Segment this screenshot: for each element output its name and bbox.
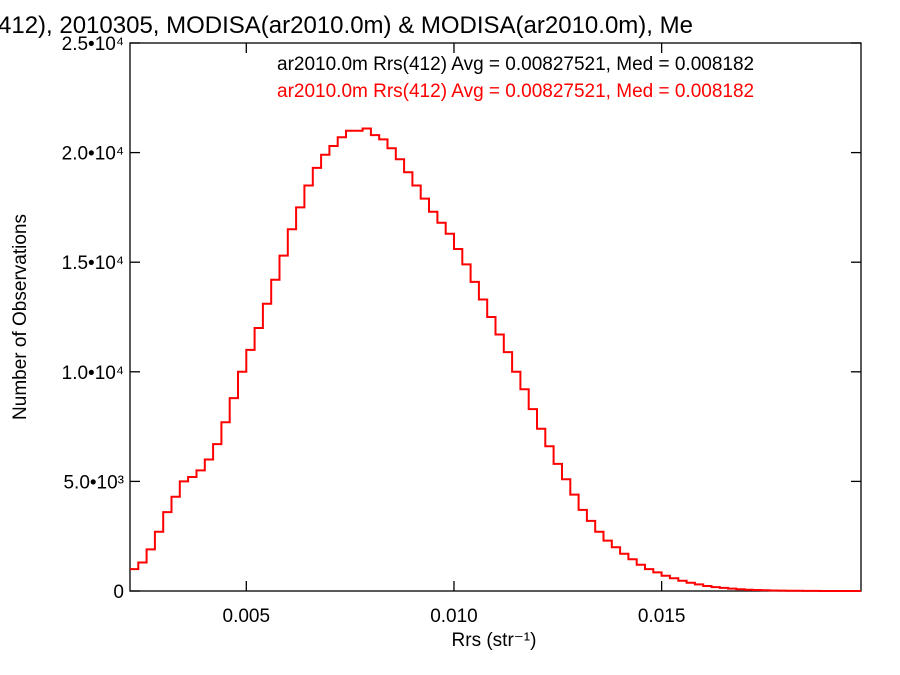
chart-title: (412), 2010305, MODISA(ar2010.0m) & MODI… xyxy=(0,12,693,39)
y-tick-label: 1.0•10⁴ xyxy=(62,363,124,384)
plot-frame xyxy=(129,42,862,592)
legend-entry-black: ar2010.0m Rrs(412) Avg = 0.00827521, Med… xyxy=(277,54,754,75)
y-axis-ticks: 0 5.0•10³ 1.0•10⁴ 1.5•10⁴ 2.0•10⁴ 2.5•10⁴ xyxy=(62,34,861,603)
histogram-series-line xyxy=(130,127,861,592)
y-tick-label: 0 xyxy=(113,582,124,603)
y-tick-label: 1.5•10⁴ xyxy=(62,253,124,274)
x-tick-label: 0.010 xyxy=(430,606,478,627)
y-tick-label: 2.5•10⁴ xyxy=(62,34,124,55)
legend-entry-red: ar2010.0m Rrs(412) Avg = 0.00827521, Med… xyxy=(277,81,754,102)
y-tick-label: 5.0•10³ xyxy=(63,472,124,493)
x-axis-label: Rrs (str⁻¹) xyxy=(452,630,537,651)
x-tick-label: 0.005 xyxy=(223,606,271,627)
x-axis-ticks: 0.005 0.010 0.015 xyxy=(223,43,686,627)
y-axis-label: Number of Observations xyxy=(10,214,31,420)
x-tick-label: 0.015 xyxy=(638,606,686,627)
y-tick-label: 2.0•10⁴ xyxy=(62,144,124,165)
